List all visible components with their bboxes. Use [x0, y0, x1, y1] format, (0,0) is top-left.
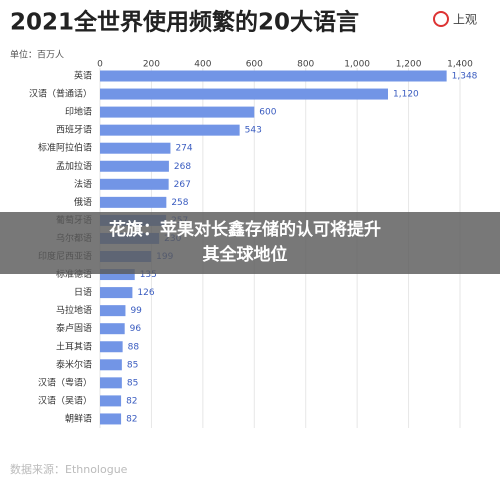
value-label: 96: [130, 324, 142, 334]
bar: [100, 106, 255, 118]
bar: [100, 305, 126, 317]
chart-title: 2021全世界使用频繁的20大语言: [10, 9, 359, 36]
value-label: 1,348: [452, 72, 478, 82]
x-tick-label: 1,200: [396, 60, 422, 70]
value-label: 258: [171, 198, 188, 208]
value-label: 85: [127, 360, 138, 370]
y-tick-label: 标准阿拉伯语: [38, 142, 92, 154]
y-tick-label: 汉语（粤语）: [38, 376, 92, 388]
banner: [0, 212, 500, 274]
y-tick-label: 汉语（吴语）: [38, 395, 92, 406]
bar: [100, 160, 169, 172]
y-tick-label: 英语: [74, 70, 92, 82]
logo: 上观: [453, 13, 477, 27]
y-tick-label: 孟加拉语: [56, 160, 92, 172]
y-tick-label: 西班牙语: [56, 124, 92, 136]
y-tick-label: 日语: [74, 287, 92, 298]
x-tick-label: 200: [143, 60, 160, 70]
bar: [100, 70, 447, 82]
bar: [100, 413, 122, 425]
bar: [100, 196, 167, 208]
y-tick-label: 泰卢固语: [56, 322, 92, 334]
value-label: 600: [259, 108, 276, 118]
y-tick-label: 泰米尔语: [56, 358, 92, 370]
bar: [100, 377, 122, 389]
bar: [100, 178, 169, 190]
value-label: 88: [128, 342, 140, 352]
value-label: 267: [174, 180, 191, 190]
unit-label: 单位：百万人: [10, 49, 64, 61]
banner-line: 花旗：苹果对长鑫存储的认可将提升: [109, 219, 381, 240]
value-label: 82: [126, 414, 137, 424]
y-tick-label: 马拉地语: [56, 304, 92, 316]
bar: [100, 323, 125, 335]
x-tick-label: 0: [97, 60, 103, 70]
bar: [100, 124, 240, 136]
logo-icon: [433, 11, 449, 27]
value-label: 126: [137, 288, 154, 298]
banner-line: 其全球地位: [203, 244, 288, 265]
bar: [100, 359, 122, 371]
value-label: 274: [175, 144, 192, 154]
bar: [100, 287, 133, 299]
y-tick-label: 朝鲜语: [65, 412, 92, 424]
y-tick-label: 土耳其语: [56, 340, 92, 352]
x-tick-label: 1,000: [344, 60, 370, 70]
value-label: 135: [140, 270, 157, 280]
x-tick-label: 1,400: [447, 60, 473, 70]
y-tick-label: 汉语（普通话）: [29, 88, 92, 100]
value-label: 82: [126, 396, 137, 406]
source: 数据来源：Ethnologue: [10, 462, 128, 476]
value-label: 1,120: [393, 90, 419, 100]
x-tick-label: 600: [246, 60, 263, 70]
y-tick-label: 俄语: [74, 196, 92, 208]
bar: [100, 341, 123, 353]
bar: [100, 142, 171, 154]
value-label: 268: [174, 162, 191, 172]
value-label: 85: [127, 378, 138, 388]
y-tick-label: 印地语: [65, 106, 92, 118]
bar: [100, 88, 388, 100]
value-label: 543: [245, 126, 262, 136]
bar: [100, 395, 122, 407]
x-tick-label: 400: [194, 60, 211, 70]
bar: [100, 269, 135, 281]
value-label: 99: [130, 306, 142, 316]
x-tick-label: 800: [297, 60, 314, 70]
y-tick-label: 法语: [74, 178, 92, 190]
